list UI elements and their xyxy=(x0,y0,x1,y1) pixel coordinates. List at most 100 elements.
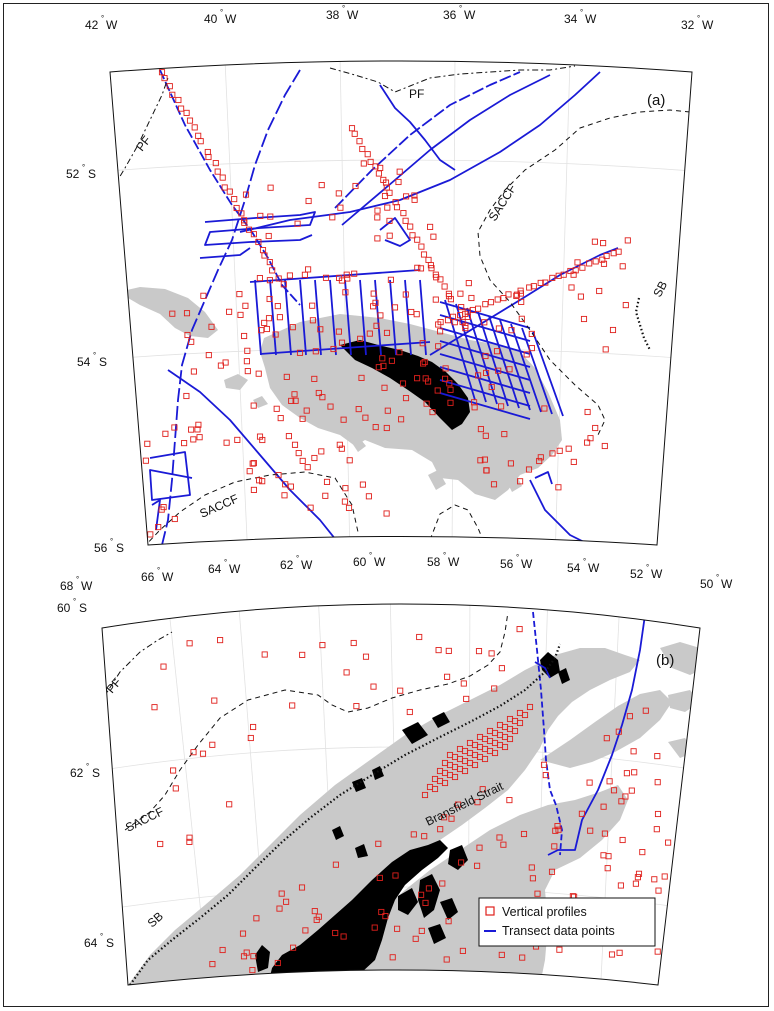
profile-marker xyxy=(338,339,346,346)
svg-text:S: S xyxy=(99,355,107,369)
profile-marker xyxy=(420,251,428,258)
svg-text:°: ° xyxy=(342,4,345,13)
profile-marker xyxy=(171,424,178,431)
profile-marker xyxy=(442,365,449,372)
profile-marker xyxy=(586,260,593,267)
profile-marker xyxy=(475,648,483,655)
profile-marker xyxy=(481,456,488,463)
profile-marker xyxy=(357,335,364,342)
svg-text:W: W xyxy=(521,557,533,571)
svg-text:°: ° xyxy=(157,566,160,575)
figure-frame xyxy=(3,3,769,1007)
profile-marker xyxy=(275,275,282,282)
profile-marker xyxy=(434,387,441,394)
profile-marker xyxy=(414,264,421,271)
profile-marker xyxy=(496,834,503,841)
profile-marker xyxy=(171,515,178,523)
profile-marker xyxy=(642,707,649,714)
profile-marker xyxy=(256,275,263,282)
lat-labels-b: 60 ° S 62 ° S 64 ° S xyxy=(57,597,114,950)
profile-marker xyxy=(526,284,533,291)
profile-marker xyxy=(414,236,421,243)
svg-text:S: S xyxy=(79,601,87,615)
profile-marker xyxy=(381,384,388,391)
profile-marker xyxy=(654,753,661,760)
profile-marker xyxy=(195,421,202,428)
profile-marker xyxy=(610,787,618,794)
profile-marker xyxy=(299,651,306,658)
lon-labels-b: 68 ° W 66 ° W 64 ° W 62 ° W 60 ° W 58 ° W 56 ° W 54 ° W … xyxy=(60,551,733,593)
profile-marker xyxy=(332,861,339,868)
profile-marker xyxy=(442,375,449,382)
profile-marker xyxy=(194,426,201,433)
legend-label-transects: Transect data points xyxy=(502,924,615,938)
lat-label: 54 ° S xyxy=(77,351,107,369)
profile-marker xyxy=(526,703,534,711)
profile-marker xyxy=(529,875,536,882)
profile-marker xyxy=(445,918,452,925)
island-land-a xyxy=(340,340,470,430)
profile-marker xyxy=(427,262,434,269)
profile-marker xyxy=(419,340,426,347)
profile-marker xyxy=(147,531,154,538)
profile-marker xyxy=(382,179,390,186)
profile-marker xyxy=(432,296,439,303)
profile-marker xyxy=(481,319,488,326)
profile-marker xyxy=(395,178,402,186)
profile-marker xyxy=(311,454,318,462)
profile-marker xyxy=(250,460,257,467)
legend: Vertical profiles Transect data points xyxy=(478,897,656,947)
profile-marker xyxy=(256,433,264,440)
profile-marker xyxy=(505,291,512,298)
svg-text:W: W xyxy=(106,18,118,32)
profile-marker xyxy=(517,478,524,485)
profile-marker xyxy=(160,663,167,670)
profile-marker xyxy=(236,291,243,298)
transect-line xyxy=(204,211,316,246)
profile-marker xyxy=(391,304,399,311)
transect-line xyxy=(529,479,591,545)
profile-marker xyxy=(266,295,273,303)
profile-marker xyxy=(233,204,240,212)
profile-marker xyxy=(506,797,513,804)
legend-box xyxy=(478,897,656,947)
lat-label: 52 ° S xyxy=(66,163,96,181)
svg-text:56: 56 xyxy=(94,541,108,555)
profile-marker xyxy=(603,252,610,260)
profile-marker xyxy=(654,948,661,955)
profile-marker xyxy=(278,890,285,897)
profile-marker xyxy=(151,704,158,711)
profile-marker xyxy=(142,457,149,464)
profile-marker xyxy=(537,279,544,286)
profile-marker xyxy=(245,226,253,233)
profile-marker xyxy=(584,408,591,416)
profile-marker xyxy=(608,951,616,958)
profile-marker xyxy=(474,799,481,806)
profile-marker xyxy=(256,477,263,484)
transect-line xyxy=(547,614,646,856)
transect-line xyxy=(334,71,521,209)
profile-marker xyxy=(289,324,296,331)
lon-label: 66 ° W xyxy=(141,566,174,584)
lon-label: 62 ° W xyxy=(280,554,313,572)
profile-marker xyxy=(548,868,556,875)
profile-marker xyxy=(186,838,193,845)
profile-marker xyxy=(665,839,672,846)
profile-marker xyxy=(448,815,455,822)
profile-marker xyxy=(389,954,396,961)
profile-marker xyxy=(359,145,366,153)
lon-label: 56 ° W xyxy=(500,553,533,571)
profile-marker xyxy=(338,445,345,452)
profile-marker xyxy=(335,328,342,335)
profile-marker xyxy=(346,457,353,464)
profile-marker xyxy=(276,314,283,321)
lon-label: 42 ° W xyxy=(85,14,118,32)
profile-marker xyxy=(250,402,257,409)
profile-marker xyxy=(307,504,314,511)
profile-marker xyxy=(460,680,467,687)
lat-label: 64 ° S xyxy=(84,932,114,950)
svg-text:60: 60 xyxy=(353,555,367,569)
profile-marker xyxy=(299,415,306,422)
profile-marker xyxy=(374,235,381,242)
svg-text:°: ° xyxy=(110,537,113,546)
